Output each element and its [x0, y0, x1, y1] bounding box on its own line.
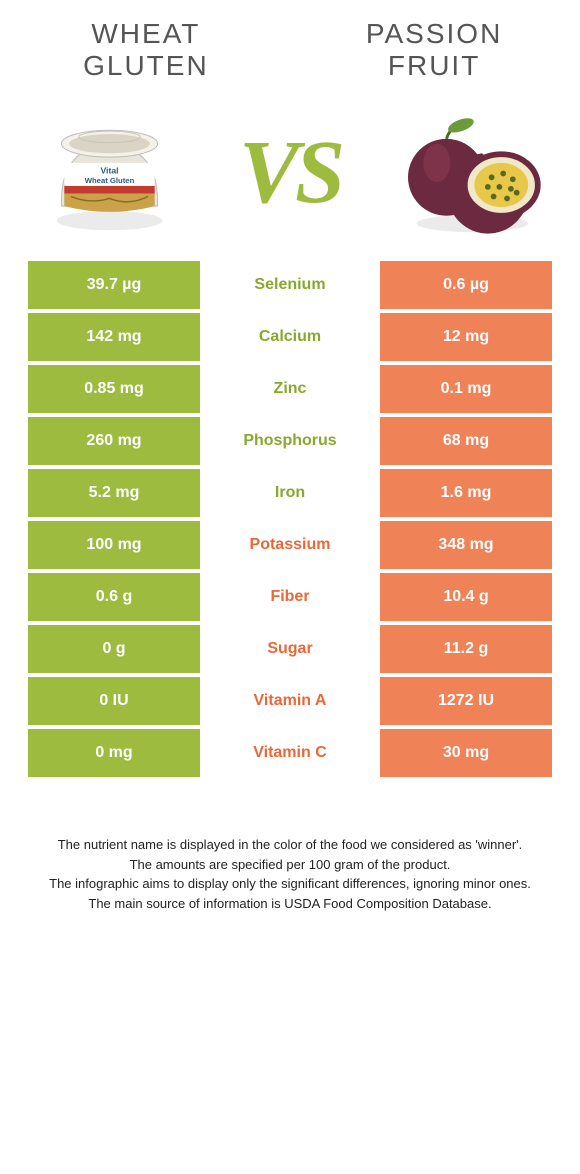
value-right: 30 mg	[380, 729, 552, 777]
nutrient-name: Potassium	[200, 521, 380, 569]
value-left: 142 mg	[28, 313, 200, 361]
table-row: 142 mgCalcium12 mg	[28, 313, 552, 361]
table-row: 39.7 µgSelenium0.6 µg	[28, 261, 552, 309]
footer-line: The amounts are specified per 100 gram o…	[36, 855, 544, 875]
footer-line: The main source of information is USDA F…	[36, 894, 544, 914]
footer-notes: The nutrient name is displayed in the co…	[28, 835, 552, 913]
food-left-title: WHEAT GLUTEN	[28, 18, 264, 82]
nutrient-name: Zinc	[200, 365, 380, 413]
vs-label: VS	[239, 121, 341, 224]
food-right-title: PASSION FRUIT	[316, 18, 552, 82]
value-left: 0.6 g	[28, 573, 200, 621]
nutrient-name: Selenium	[200, 261, 380, 309]
nutrient-name: Iron	[200, 469, 380, 517]
nutrient-name: Fiber	[200, 573, 380, 621]
value-left: 0 g	[28, 625, 200, 673]
value-right: 1272 IU	[380, 677, 552, 725]
table-row: 100 mgPotassium348 mg	[28, 521, 552, 569]
table-row: 0.6 gFiber10.4 g	[28, 573, 552, 621]
value-left: 260 mg	[28, 417, 200, 465]
footer-line: The infographic aims to display only the…	[36, 874, 544, 894]
value-right: 10.4 g	[380, 573, 552, 621]
value-right: 0.6 µg	[380, 261, 552, 309]
value-left: 0 mg	[28, 729, 200, 777]
nutrient-name: Sugar	[200, 625, 380, 673]
table-row: 5.2 mgIron1.6 mg	[28, 469, 552, 517]
value-right: 1.6 mg	[380, 469, 552, 517]
svg-text:Wheat Gluten: Wheat Gluten	[85, 176, 135, 185]
nutrient-name: Vitamin A	[200, 677, 380, 725]
value-right: 11.2 g	[380, 625, 552, 673]
value-right: 12 mg	[380, 313, 552, 361]
food-right-image	[393, 110, 548, 235]
svg-text:Vital: Vital	[100, 166, 118, 176]
nutrient-table: 39.7 µgSelenium0.6 µg142 mgCalcium12 mg0…	[28, 261, 552, 777]
value-left: 0.85 mg	[28, 365, 200, 413]
table-row: 0 gSugar11.2 g	[28, 625, 552, 673]
table-row: 0 mgVitamin C30 mg	[28, 729, 552, 777]
value-right: 348 mg	[380, 521, 552, 569]
table-row: 0.85 mgZinc0.1 mg	[28, 365, 552, 413]
value-left: 5.2 mg	[28, 469, 200, 517]
nutrient-name: Phosphorus	[200, 417, 380, 465]
food-left-image: Vital Wheat Gluten	[32, 110, 187, 235]
nutrient-name: Vitamin C	[200, 729, 380, 777]
table-row: 260 mgPhosphorus68 mg	[28, 417, 552, 465]
footer-line: The nutrient name is displayed in the co…	[36, 835, 544, 855]
value-left: 39.7 µg	[28, 261, 200, 309]
value-left: 100 mg	[28, 521, 200, 569]
value-right: 0.1 mg	[380, 365, 552, 413]
nutrient-name: Calcium	[200, 313, 380, 361]
value-left: 0 IU	[28, 677, 200, 725]
table-row: 0 IUVitamin A1272 IU	[28, 677, 552, 725]
value-right: 68 mg	[380, 417, 552, 465]
